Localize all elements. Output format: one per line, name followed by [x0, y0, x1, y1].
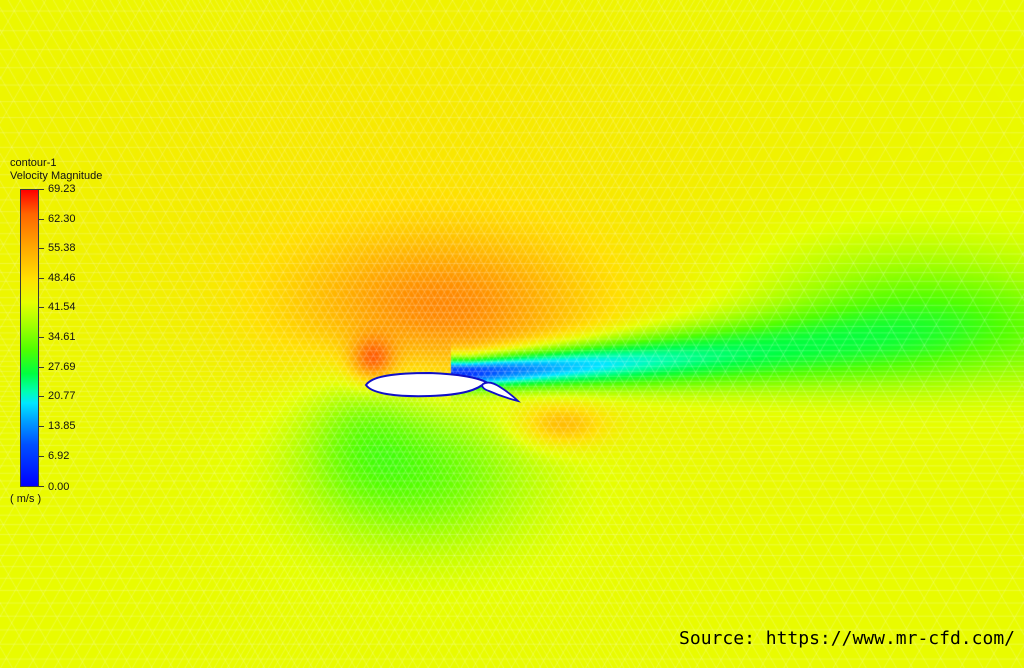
tick-mark: [39, 426, 44, 427]
tick-label-max: 69.23: [48, 183, 76, 195]
legend-units: ( m/s ): [10, 493, 42, 505]
tick-label-min: 0.00: [48, 481, 70, 493]
tick-mark: [39, 307, 44, 308]
legend-title: contour-1: [10, 157, 57, 169]
tick-mark: [39, 367, 44, 368]
tick-mark: [39, 396, 44, 397]
tick-label: 62.30: [48, 213, 76, 225]
tick-label: 41.54: [48, 301, 76, 313]
tick-mark: [39, 486, 44, 487]
tick-mark: [39, 219, 44, 220]
tick-mark: [39, 248, 44, 249]
tick-label: 48.46: [48, 272, 76, 284]
tick-label: 34.61: [48, 331, 76, 343]
tick-mark: [39, 337, 44, 338]
tick-label: 13.85: [48, 420, 76, 432]
tick-mark: [39, 456, 44, 457]
tick-label: 55.38: [48, 242, 76, 254]
tick-label: 6.92: [48, 450, 70, 462]
tick-label: 27.69: [48, 361, 76, 373]
legend-quantity: Velocity Magnitude: [10, 170, 103, 182]
legend-colorbar: [20, 189, 39, 487]
tick-label: 20.77: [48, 390, 76, 402]
tick-mark: [39, 189, 44, 190]
color-legend: contour-1 Velocity Magnitude 69.23 62.30…: [8, 157, 118, 513]
source-caption: Source: https://www.mr-cfd.com/: [679, 628, 1015, 649]
tick-mark: [39, 278, 44, 279]
